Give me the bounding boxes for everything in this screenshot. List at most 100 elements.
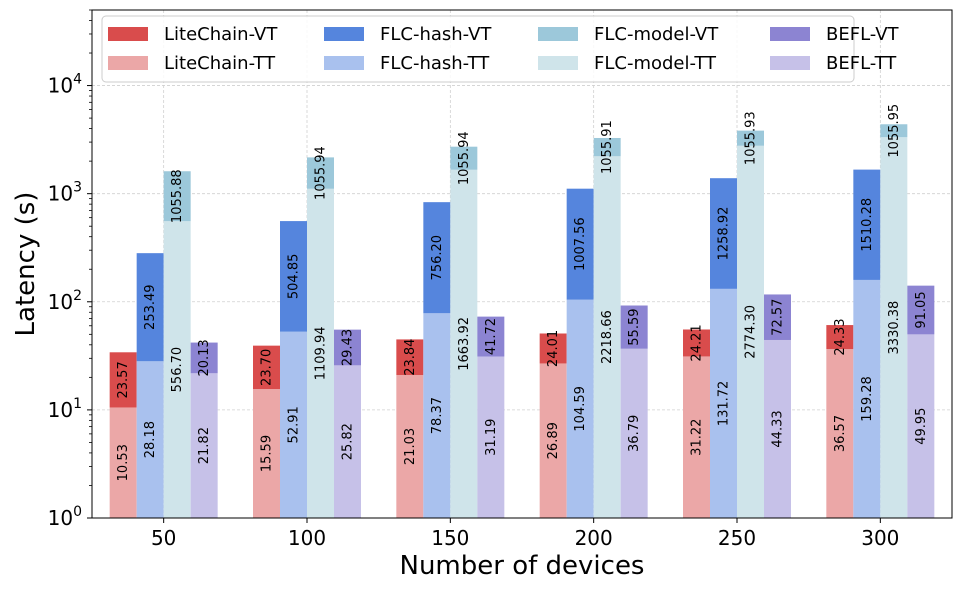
bar-befl-vt [190,342,218,374]
bar-label-flc-hash-tt: 104.59 [573,386,588,432]
bar-label-litechain-vt: 23.84 [403,339,418,376]
y-tick-label: 103 [48,180,82,206]
bar-label-litechain-vt: 23.70 [260,349,275,386]
bar-litechain-vt [253,345,280,390]
bar-label-flc-model-vt: 1055.88 [170,169,185,223]
bar-label-befl-vt: 41.72 [484,318,499,355]
bar-label-flc-hash-vt: 1007.56 [573,217,588,271]
bar-label-flc-model-tt: 556.70 [170,347,185,393]
legend-swatch [538,27,578,41]
bar-label-befl-tt: 44.33 [771,410,786,447]
bar-befl-tt [334,365,361,518]
bar-label-flc-model-tt: 2774.30 [744,305,759,359]
bar-befl-tt [477,356,505,518]
bar-label-befl-vt: 91.05 [914,291,929,328]
bar-befl-vt [907,285,935,335]
bar-label-flc-model-vt: 1055.93 [744,111,759,165]
x-tick-label: 100 [288,526,326,550]
bar-flc-hash-vt [853,169,881,280]
bar-label-flc-model-vt: 1055.94 [314,146,329,200]
bar-flc-hash-tt [280,331,307,518]
x-tick-label: 250 [718,526,756,550]
bar-label-flc-hash-tt: 159.28 [860,376,875,422]
bar-label-litechain-tt: 26.89 [546,422,561,459]
bar-flc-model-vt [593,137,621,157]
legend-label: BEFL-VT [826,24,900,45]
legend-swatch [538,56,578,70]
bar-flc-hash-tt [423,313,451,518]
bar-befl-tt [620,348,648,518]
y-tick-label: 101 [48,396,82,422]
legend: LiteChain-VT LiteChain-TT FLC-hash-VT FLC-h… [101,15,900,83]
bar-flc-model-tt [450,169,478,518]
bar-flc-hash-vt [280,221,307,332]
bar-flc-model-vt [880,124,908,138]
bar-label-befl-tt: 31.19 [484,419,499,456]
bar-label-litechain-tt: 21.03 [403,428,418,465]
legend-label: FLC-hash-TT [380,53,490,74]
legend-swatch [324,27,364,41]
bar-value-labels: 10.53 23.57 28.18 253.49 556.70 1055.88 21.82 2… [116,104,929,482]
bar-label-flc-hash-tt: 78.37 [430,397,445,434]
y-tick-label: 104 [48,72,82,98]
bar-flc-model-tt [737,145,764,518]
bar-litechain-tt [539,363,567,518]
grid-lines [92,10,952,518]
bar-flc-model-vt [307,157,334,189]
bar-flc-hash-vt [566,188,594,300]
bar-label-befl-vt: 55.59 [627,309,642,346]
bar-litechain-vt [683,329,710,357]
bar-label-litechain-vt: 24.21 [690,324,705,361]
legend-swatch [108,27,148,41]
bar-label-befl-tt: 25.82 [341,423,356,460]
bar-label-befl-tt: 36.79 [627,415,642,452]
bar-flc-model-tt [593,156,621,518]
y-axis-label: Latency (s) [11,192,41,337]
bar-label-befl-vt: 72.57 [771,299,786,336]
bar-label-litechain-vt: 23.57 [116,361,131,398]
bar-label-flc-hash-vt: 1258.92 [717,207,732,261]
bar-label-flc-hash-tt: 52.91 [287,406,302,443]
bar-litechain-vt [396,339,424,375]
bar-befl-tt [190,373,218,518]
x-tick-label: 50 [151,526,176,550]
bar-litechain-vt [109,352,137,408]
bar-befl-vt [764,294,791,340]
y-axis-ticks: 100 101 102 103 104 [48,9,92,530]
bar-label-flc-model-tt: 1109.94 [314,327,329,381]
x-tick-label: 150 [431,526,469,550]
legend-swatch [324,56,364,70]
bar-flc-hash-vt [710,178,737,289]
bar-flc-model-vt [450,146,478,170]
bar-label-flc-model-tt: 2218.66 [600,310,615,364]
bar-litechain-tt [253,389,280,518]
bars [109,124,935,518]
bar-label-litechain-vt: 24.01 [546,330,561,367]
legend-label: FLC-model-TT [594,53,717,74]
bar-litechain-tt [826,349,854,518]
bar-label-flc-hash-vt: 756.20 [430,235,445,281]
plot-frame [91,9,953,519]
bar-litechain-tt [396,374,424,518]
bar-label-litechain-tt: 31.22 [690,419,705,456]
x-axis-ticks: 50 100 150 200 250 300 [151,518,899,550]
bar-flc-model-vt [163,171,191,222]
bar-label-befl-tt: 49.95 [914,408,929,445]
bar-label-befl-vt: 20.13 [197,339,212,376]
bar-label-flc-hash-tt: 28.18 [143,421,158,458]
y-tick-label: 102 [48,288,82,314]
bar-label-flc-model-vt: 1055.95 [887,104,902,158]
legend-label: LiteChain-VT [164,24,278,45]
bar-litechain-vt [826,325,854,350]
bar-flc-model-tt [163,221,191,518]
bar-flc-model-tt [307,188,334,518]
bar-befl-tt [907,334,935,518]
bar-label-befl-vt: 29.43 [341,329,356,366]
bar-flc-hash-vt [423,202,451,314]
legend-label: BEFL-TT [826,53,897,74]
bar-label-flc-hash-vt: 1510.28 [860,198,875,252]
bar-label-flc-hash-vt: 253.49 [143,284,158,330]
legend-label: FLC-model-VT [594,24,719,45]
bar-flc-hash-tt [853,279,881,518]
